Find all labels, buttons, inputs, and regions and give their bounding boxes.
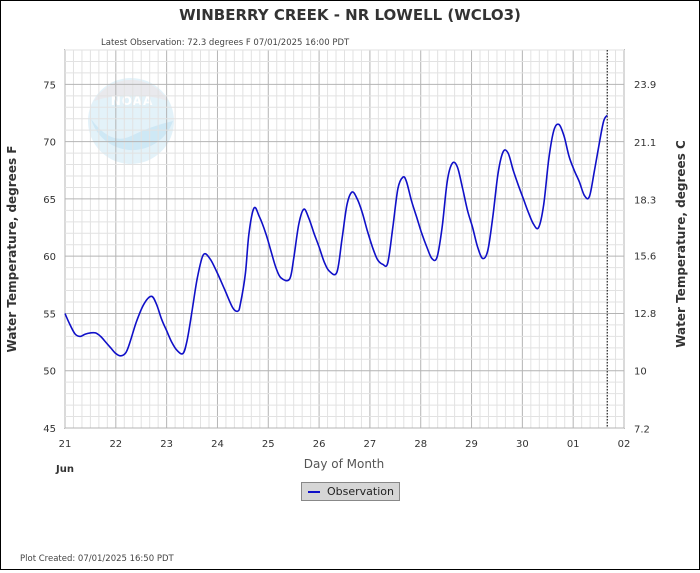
chart-subtitle: Latest Observation: 72.3 degrees F 07/01… xyxy=(101,38,350,48)
x-tick-label: 01 xyxy=(567,439,580,450)
y-tick-label-left: 55 xyxy=(43,309,56,320)
x-tick-label: 23 xyxy=(160,439,173,450)
y-tick-label-left: 50 xyxy=(43,367,56,378)
y-tick-label-left: 45 xyxy=(43,424,56,435)
x-axis: 21 22 23 24 25 26 27 28 29 30 01 02 xyxy=(59,439,631,450)
x-tick-label: 25 xyxy=(262,439,275,450)
y-axis-label-right: Water Temperature, degrees C xyxy=(674,140,688,348)
x-tick-label: 28 xyxy=(414,439,427,450)
x-tick-label: 22 xyxy=(109,439,122,450)
y-tick-label-left: 60 xyxy=(43,252,56,263)
y-tick-label-right: 23.9 xyxy=(634,80,656,91)
x-tick-label: 30 xyxy=(516,439,529,450)
observation-series-line xyxy=(64,114,608,357)
y-axis-left: 45 50 55 60 65 70 75 xyxy=(43,80,56,435)
x-tick-label: 29 xyxy=(465,439,478,450)
svg-text:NOAA: NOAA xyxy=(111,94,154,108)
x-tick-label: 26 xyxy=(313,439,326,450)
y-tick-label-right: 18.3 xyxy=(634,196,656,207)
y-axis-right: 7.2 10 12.8 15.6 18.3 21.1 23.9 xyxy=(634,80,656,435)
month-label: Jun xyxy=(55,464,74,475)
y-tick-label-right: 12.8 xyxy=(634,309,656,320)
y-tick-label-left: 65 xyxy=(43,195,56,206)
x-tick-label: 02 xyxy=(618,439,631,450)
y-tick-label-left: 75 xyxy=(43,80,56,91)
plot-created-footer: Plot Created: 07/01/2025 16:50 PDT xyxy=(20,554,174,564)
y-tick-label-right: 15.6 xyxy=(634,251,656,262)
y-tick-label-left: 70 xyxy=(43,138,56,149)
x-tick-label: 24 xyxy=(211,439,224,450)
y-axis-label-left: Water Temperature, degrees F xyxy=(5,146,19,353)
y-tick-label-right: 21.1 xyxy=(634,138,656,149)
legend-label: Observation xyxy=(327,485,394,498)
y-tick-label-right: 7.2 xyxy=(634,424,650,435)
x-tick-label: 21 xyxy=(59,439,72,450)
noaa-logo-icon: NOAA xyxy=(88,78,174,164)
chart-title: WINBERRY CREEK - NR LOWELL (WCLO3) xyxy=(179,6,521,24)
grid-lines xyxy=(64,49,625,429)
x-axis-label: Day of Month xyxy=(304,457,385,471)
legend: Observation xyxy=(301,482,400,501)
x-tick-label: 27 xyxy=(364,439,377,450)
legend-swatch xyxy=(308,490,320,493)
y-tick-label-right: 10 xyxy=(634,367,647,378)
